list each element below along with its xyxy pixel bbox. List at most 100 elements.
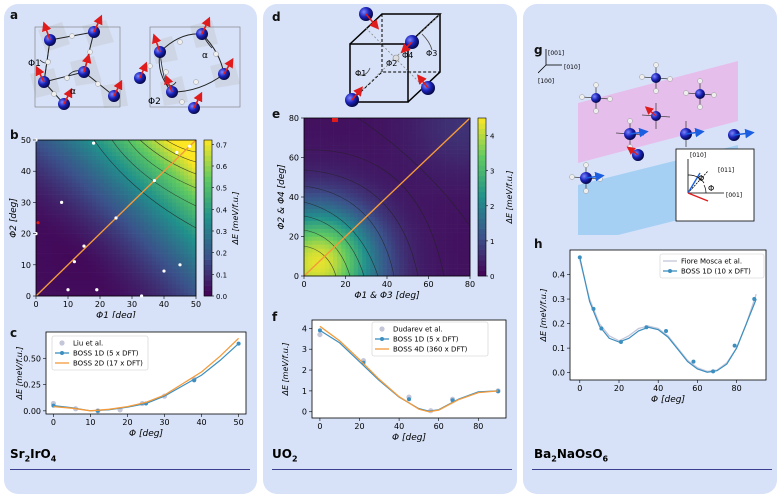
heatmap-cell <box>92 167 97 172</box>
colorbar-tick-label: 3 <box>490 168 494 176</box>
heatmap-cell <box>353 248 359 253</box>
heatmap-cell <box>64 194 69 199</box>
heatmap-cell <box>353 133 359 139</box>
heatmap-cell <box>96 268 101 273</box>
heatmap-cell <box>132 225 137 230</box>
heatmap-cell <box>76 241 81 246</box>
heatmap-cell <box>44 292 49 297</box>
heatmap-cell <box>52 143 57 149</box>
heatmap-cell <box>357 173 363 178</box>
heatmap-cell <box>353 216 359 221</box>
heatmap-cell <box>172 237 177 242</box>
heatmap-cell <box>391 224 396 229</box>
heatmap-cell <box>411 181 417 186</box>
heatmap-cell <box>308 244 313 249</box>
heatmap-cell <box>411 268 417 273</box>
heatmap-cell <box>44 276 49 281</box>
heatmap-cell <box>128 229 133 234</box>
heatmap-cell <box>316 165 321 170</box>
heatmap-cell <box>140 225 145 230</box>
heatmap-cell <box>44 272 49 277</box>
heatmap-cell <box>68 218 73 223</box>
heatmap-cell <box>128 143 133 149</box>
heatmap-cell <box>424 268 429 273</box>
heatmap-cell <box>52 147 57 152</box>
heatmap-cell <box>124 276 129 281</box>
heatmap-cell <box>399 212 404 218</box>
heatmap-cell <box>387 197 392 202</box>
heatmap-cell <box>68 140 73 145</box>
heatmap-cell <box>156 249 161 254</box>
heatmap-cell <box>104 159 109 164</box>
heatmap-cell <box>72 140 77 145</box>
heatmap-cell <box>36 225 41 230</box>
heatmap-cell <box>366 153 371 158</box>
heatmap-cell <box>440 244 446 249</box>
heatmap-cell <box>88 214 93 219</box>
heatmap-cell <box>180 159 185 164</box>
heatmap-cell <box>436 197 442 202</box>
heatmap-cell <box>353 240 359 245</box>
heatmap-cell <box>328 173 334 178</box>
heatmap-cell <box>324 236 330 241</box>
heatmap-cell <box>96 249 101 254</box>
heatmap-cell <box>333 240 338 245</box>
heatmap-cell <box>440 137 446 142</box>
heatmap-cell <box>136 140 141 145</box>
heatmap-cell <box>445 220 450 225</box>
heatmap-cell <box>164 260 169 266</box>
heatmap-cell <box>160 288 165 293</box>
heatmap-cell <box>184 276 189 281</box>
heatmap-cell <box>362 268 367 273</box>
heatmap-cell <box>387 145 392 150</box>
heatmap-cell <box>120 257 125 262</box>
heatmap-cell <box>124 159 129 164</box>
heatmap-cell <box>328 200 334 206</box>
colorbar-segment <box>204 145 212 151</box>
heatmap-cell <box>168 218 173 223</box>
heatmap-cell <box>391 220 396 225</box>
heatmap-cell <box>108 253 113 258</box>
heatmap-cell <box>328 189 334 194</box>
data-point <box>752 297 757 302</box>
heatmap-cell <box>124 210 129 215</box>
heatmap-cell <box>96 257 101 262</box>
heatmap-cell <box>465 240 471 245</box>
heatmap-cell <box>349 149 355 154</box>
heatmap-cell <box>407 149 413 154</box>
heatmap-cell <box>144 288 149 293</box>
heatmap-cell <box>387 125 392 131</box>
heatmap-cell <box>465 272 471 277</box>
heatmap-cell <box>192 175 197 180</box>
heatmap-cell <box>176 249 181 254</box>
heatmap-cell <box>436 165 442 170</box>
heatmap-cell <box>112 214 117 219</box>
heatmap-cell <box>436 204 442 210</box>
heatmap-cell <box>164 241 169 246</box>
heatmap-cell <box>36 288 41 293</box>
heatmap-cell <box>96 167 101 172</box>
heatmap-cell <box>124 140 129 145</box>
heatmap-cell <box>76 202 81 207</box>
heatmap-cell <box>370 220 375 225</box>
heatmap-cell <box>382 232 388 237</box>
heatmap-cell <box>440 161 446 166</box>
heatmap-cell <box>100 143 105 149</box>
heatmap-cell <box>440 157 446 162</box>
heatmap-cell <box>88 288 93 293</box>
heatmap-cell <box>465 185 471 190</box>
heatmap-cell <box>304 256 309 261</box>
heatmap-cell <box>324 212 330 218</box>
heatmap-cell <box>100 257 105 262</box>
heatmap-cell <box>432 272 438 277</box>
heatmap-cell <box>64 237 69 242</box>
x-tick-label: 40 <box>382 280 392 289</box>
colorbar-segment <box>478 154 486 161</box>
heatmap-cell <box>116 264 121 269</box>
heatmap-cell <box>308 161 313 166</box>
heatmap-cell <box>316 189 321 194</box>
inset-label-phi-b: Φ <box>708 184 714 193</box>
heatmap-cell <box>337 260 342 265</box>
heatmap-cell <box>345 264 350 269</box>
heatmap-cell <box>164 268 169 273</box>
